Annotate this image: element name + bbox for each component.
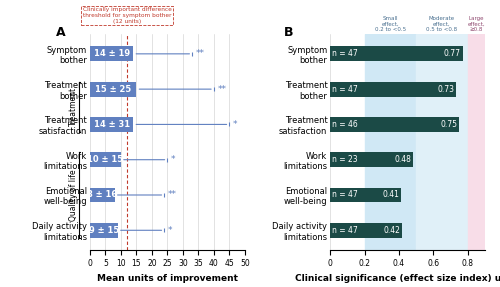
Bar: [90, 223, 118, 238]
Text: Clinically important difference
threshold for symptom bother
(12 units): Clinically important difference threshol…: [82, 7, 172, 24]
Text: 10 ± 15: 10 ± 15: [88, 155, 124, 164]
Bar: [330, 152, 412, 167]
Text: 0.48: 0.48: [394, 155, 411, 164]
Bar: [330, 82, 456, 96]
Text: n = 46: n = 46: [332, 120, 357, 129]
Bar: [468, 34, 485, 250]
Text: 0.77: 0.77: [444, 49, 461, 58]
Text: *: *: [233, 120, 237, 129]
Text: *: *: [171, 155, 175, 164]
Bar: [90, 152, 121, 167]
Bar: [330, 117, 459, 132]
Text: 0.42: 0.42: [384, 226, 400, 235]
Bar: [90, 117, 134, 132]
Text: n = 47: n = 47: [332, 85, 357, 94]
Text: Treatment: Treatment: [68, 87, 78, 126]
Text: 14 ± 31: 14 ± 31: [94, 120, 130, 129]
Text: **: **: [218, 85, 226, 94]
Bar: [330, 46, 462, 61]
Text: n = 47: n = 47: [332, 49, 357, 58]
Text: Small
effect,
0.2 to <0.5: Small effect, 0.2 to <0.5: [375, 16, 406, 32]
Bar: [90, 46, 134, 61]
Text: n = 47: n = 47: [332, 191, 357, 199]
X-axis label: Clinical significance (effect size index) units: Clinical significance (effect size index…: [294, 274, 500, 283]
Bar: [330, 188, 400, 202]
Text: 0.75: 0.75: [440, 120, 458, 129]
Bar: [330, 223, 402, 238]
Bar: [90, 82, 136, 96]
Text: B: B: [284, 26, 293, 39]
Bar: [90, 188, 115, 202]
Text: n = 47: n = 47: [332, 226, 357, 235]
Text: Large
effect,
≥0.8: Large effect, ≥0.8: [468, 16, 485, 32]
Text: A: A: [56, 26, 66, 39]
Text: n = 23: n = 23: [332, 155, 357, 164]
Text: **: **: [168, 191, 177, 199]
Text: *: *: [168, 226, 172, 235]
Text: **: **: [196, 49, 205, 58]
Text: 9 ± 15: 9 ± 15: [89, 226, 119, 235]
Text: Moderate
effect,
0.5 to <0.8: Moderate effect, 0.5 to <0.8: [426, 16, 458, 32]
Text: 0.41: 0.41: [382, 191, 399, 199]
Text: Quality of life: Quality of life: [68, 169, 78, 221]
Text: 15 ± 25: 15 ± 25: [95, 85, 132, 94]
Text: 14 ± 19: 14 ± 19: [94, 49, 130, 58]
X-axis label: Mean units of improvement: Mean units of improvement: [97, 274, 238, 283]
Bar: [364, 34, 416, 250]
Text: 8 ± 16: 8 ± 16: [88, 191, 118, 199]
Bar: [416, 34, 468, 250]
Text: 0.73: 0.73: [437, 85, 454, 94]
